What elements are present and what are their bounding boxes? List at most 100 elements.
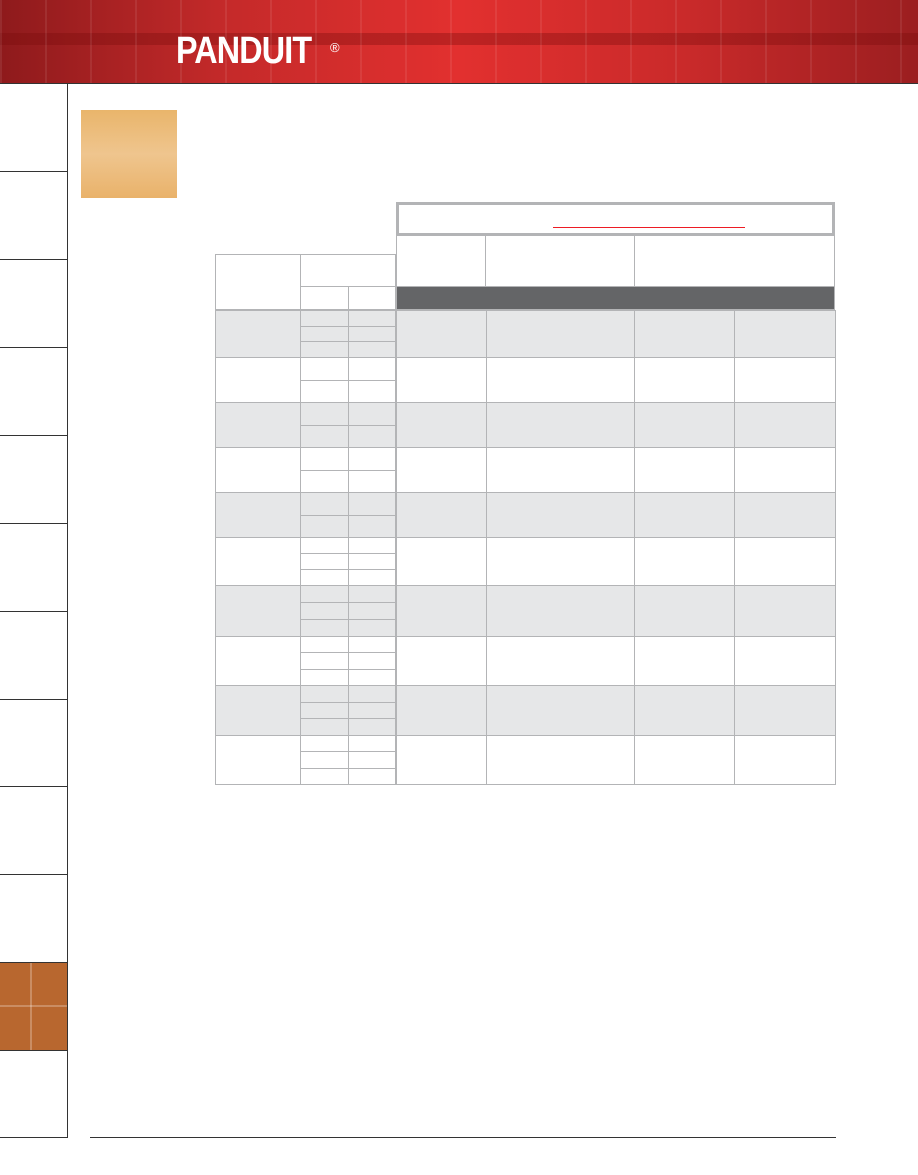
table-cell [734, 585, 836, 637]
table-cell [300, 402, 349, 426]
panduit-logo: PANDUIT [176, 30, 312, 72]
table-row-label [215, 636, 301, 686]
table-cell [734, 735, 836, 785]
table-cell [348, 310, 396, 327]
table-cell [396, 447, 487, 493]
table-cell [734, 310, 836, 358]
table-cell [300, 751, 349, 769]
section-tab-3[interactable] [0, 260, 67, 348]
table-cell [634, 357, 735, 403]
table-cell [348, 569, 396, 586]
table-cell [486, 447, 635, 493]
header-cell [485, 235, 635, 287]
section-tab-4[interactable] [0, 348, 67, 436]
table-cell [348, 685, 396, 703]
table-cell [634, 585, 735, 637]
table-cell [734, 357, 836, 403]
table-cell [300, 325, 349, 343]
table-cell [634, 402, 735, 448]
table-cell [348, 424, 396, 448]
table-cell [300, 668, 349, 686]
table-cell [348, 668, 396, 686]
section-color-swatch [81, 110, 177, 198]
table-cell [396, 636, 487, 686]
table-cell [734, 685, 836, 736]
table-cell [348, 585, 396, 603]
table-cell [348, 751, 396, 769]
title-underline [553, 227, 745, 228]
table-cell [486, 735, 635, 785]
section-tab-2[interactable] [0, 172, 67, 260]
table-cell [300, 585, 349, 603]
section-tabs [0, 84, 68, 1138]
table-cell [486, 537, 635, 586]
table-row-label [215, 735, 301, 785]
table-cell [396, 310, 487, 358]
table-cell [734, 636, 836, 686]
table-row-label [215, 402, 301, 448]
table-cell [734, 537, 836, 586]
table-cell [348, 469, 396, 493]
table-cell [300, 424, 349, 448]
table-cell [348, 735, 396, 753]
table-cell [396, 492, 487, 538]
table-cell [348, 492, 396, 516]
table-cell [348, 602, 396, 620]
table-cell [300, 652, 349, 670]
header-cell [396, 235, 486, 287]
table-cell [396, 402, 487, 448]
table-cell [486, 402, 635, 448]
section-tab-7[interactable] [0, 612, 67, 700]
header-cell [215, 254, 301, 310]
table-cell [486, 310, 635, 358]
table-cell [634, 735, 735, 785]
table-cell [300, 735, 349, 753]
table-cell [348, 619, 396, 637]
table-cell [300, 310, 349, 327]
section-tab-11[interactable] [0, 963, 67, 1051]
table-cell [300, 767, 349, 785]
table-cell [634, 447, 735, 493]
subheader-cell [300, 286, 349, 310]
table-cell [486, 492, 635, 538]
section-tab-10[interactable] [0, 875, 67, 963]
table-cell [634, 636, 735, 686]
table-row-label [215, 685, 301, 736]
banner-pattern [0, 0, 918, 83]
header-bar [396, 286, 835, 310]
footer-rule [90, 1137, 836, 1138]
table-cell [486, 585, 635, 637]
table-cell [300, 602, 349, 620]
table-cell [396, 537, 487, 586]
header-cell [634, 235, 835, 287]
table-cell [300, 357, 349, 381]
table-cell [348, 357, 396, 381]
table-cell [300, 514, 349, 538]
table-cell [396, 685, 487, 736]
table-cell [348, 537, 396, 554]
section-tab-12[interactable] [0, 1051, 67, 1138]
table-cell [486, 685, 635, 736]
table-cell [348, 514, 396, 538]
table-cell [348, 341, 396, 358]
section-tab-5[interactable] [0, 436, 67, 524]
header-banner: PANDUIT ® [0, 0, 918, 84]
section-tab-9[interactable] [0, 787, 67, 875]
table-cell [634, 685, 735, 736]
table-row-label [215, 537, 301, 586]
section-tab-6[interactable] [0, 524, 67, 612]
table-cell [348, 379, 396, 403]
table-cell [396, 735, 487, 785]
table-cell [300, 701, 349, 720]
table-cell [348, 636, 396, 654]
table-cell [300, 569, 349, 586]
table-cell [734, 492, 836, 538]
table-cell [348, 652, 396, 670]
section-tab-8[interactable] [0, 700, 67, 787]
table-cell [348, 553, 396, 570]
table-cell [300, 379, 349, 403]
table-cell [348, 447, 396, 471]
table-cell [634, 492, 735, 538]
table-cell [300, 685, 349, 703]
section-tab-1[interactable] [0, 84, 67, 172]
